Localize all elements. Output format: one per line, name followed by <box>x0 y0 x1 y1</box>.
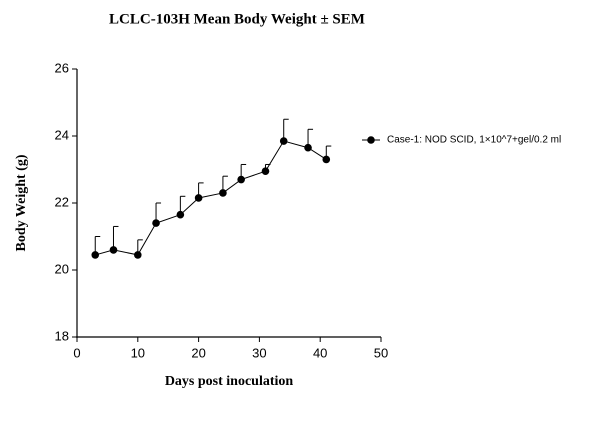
y-tick-label: 18 <box>55 328 69 343</box>
data-point <box>176 210 185 219</box>
error-bar <box>112 225 119 250</box>
data-point <box>279 137 288 145</box>
data-point <box>152 219 160 227</box>
legend-marker <box>367 136 375 144</box>
chart-title: LCLC-103H Mean Body Weight ± SEM <box>109 11 365 27</box>
y-tick-label: 22 <box>55 194 69 209</box>
y-tick-label: 26 <box>55 60 69 75</box>
x-tick-label: 0 <box>73 345 80 360</box>
y-axis-label: Body Weight (g) <box>14 154 29 251</box>
x-tick-label: 50 <box>374 345 388 360</box>
legend-label: Case-1: NOD SCID, 1×10^7+gel/0.2 ml <box>387 135 561 146</box>
data-point <box>134 251 142 259</box>
data-point <box>109 246 118 254</box>
x-tick-label: 20 <box>191 345 205 360</box>
data-point <box>219 189 227 197</box>
x-tick-label: 10 <box>131 345 145 360</box>
x-axis-label: Days post inoculation <box>165 374 294 389</box>
data-point <box>194 194 203 202</box>
y-tick-label: 24 <box>55 127 69 142</box>
x-tick-label: 30 <box>252 345 266 360</box>
y-tick-label: 20 <box>55 261 69 276</box>
x-tick-label: 40 <box>313 345 327 360</box>
data-point <box>322 155 331 164</box>
data-point <box>91 251 100 259</box>
data-point <box>237 175 245 184</box>
data-line <box>95 140 327 256</box>
data-point <box>304 143 312 152</box>
data-point <box>261 167 270 175</box>
